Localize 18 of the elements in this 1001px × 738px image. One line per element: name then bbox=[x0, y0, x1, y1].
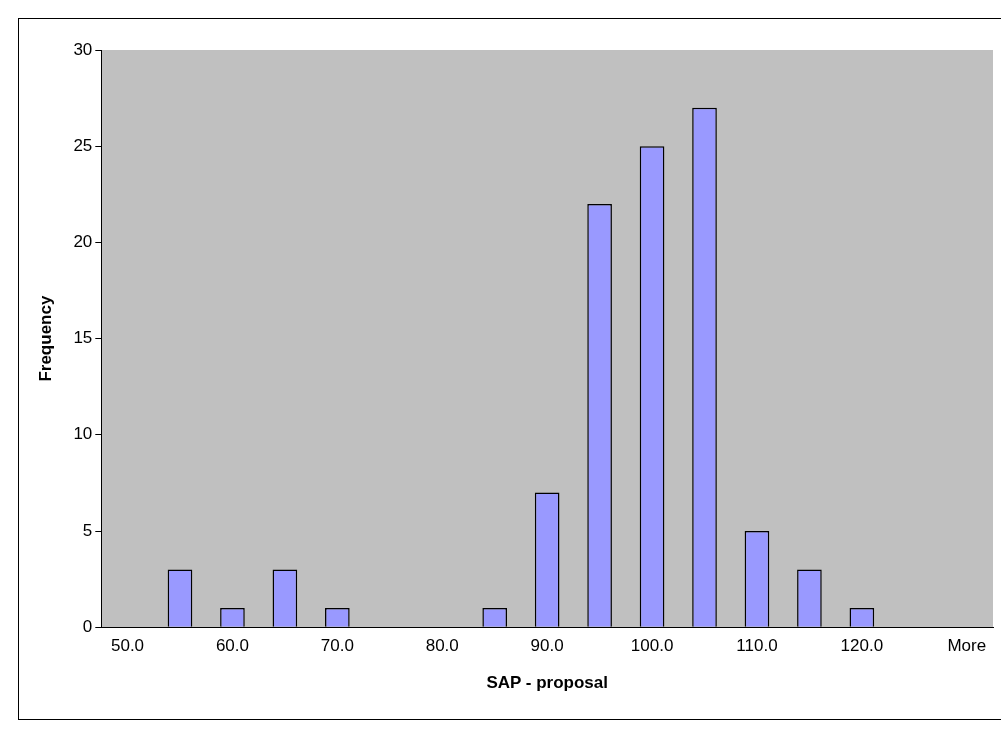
x-tick-label: 110.0 bbox=[736, 636, 778, 656]
x-tick-label: 60.0 bbox=[215, 636, 249, 656]
y-tick-label: 15 bbox=[73, 328, 93, 348]
x-tick-label: 90.0 bbox=[530, 636, 564, 656]
x-tick-label: 50.0 bbox=[110, 636, 145, 656]
y-axis-title: Frequency bbox=[35, 295, 55, 382]
y-tick-label: 25 bbox=[73, 135, 93, 155]
x-tick-label: 80.0 bbox=[425, 636, 459, 656]
y-tick-label: 30 bbox=[73, 39, 93, 59]
y-tick-label: 10 bbox=[73, 424, 93, 444]
x-tick-label: 120.0 bbox=[840, 636, 884, 656]
x-tick-label: 70.0 bbox=[320, 636, 354, 656]
y-tick-label: 0 bbox=[82, 616, 93, 636]
x-tick-label: More bbox=[947, 636, 987, 656]
x-tick-label: 100.0 bbox=[630, 636, 674, 656]
y-tick-label: 20 bbox=[73, 232, 93, 252]
y-tick-label: 5 bbox=[82, 520, 93, 540]
x-axis-title: SAP - proposal bbox=[486, 673, 608, 693]
